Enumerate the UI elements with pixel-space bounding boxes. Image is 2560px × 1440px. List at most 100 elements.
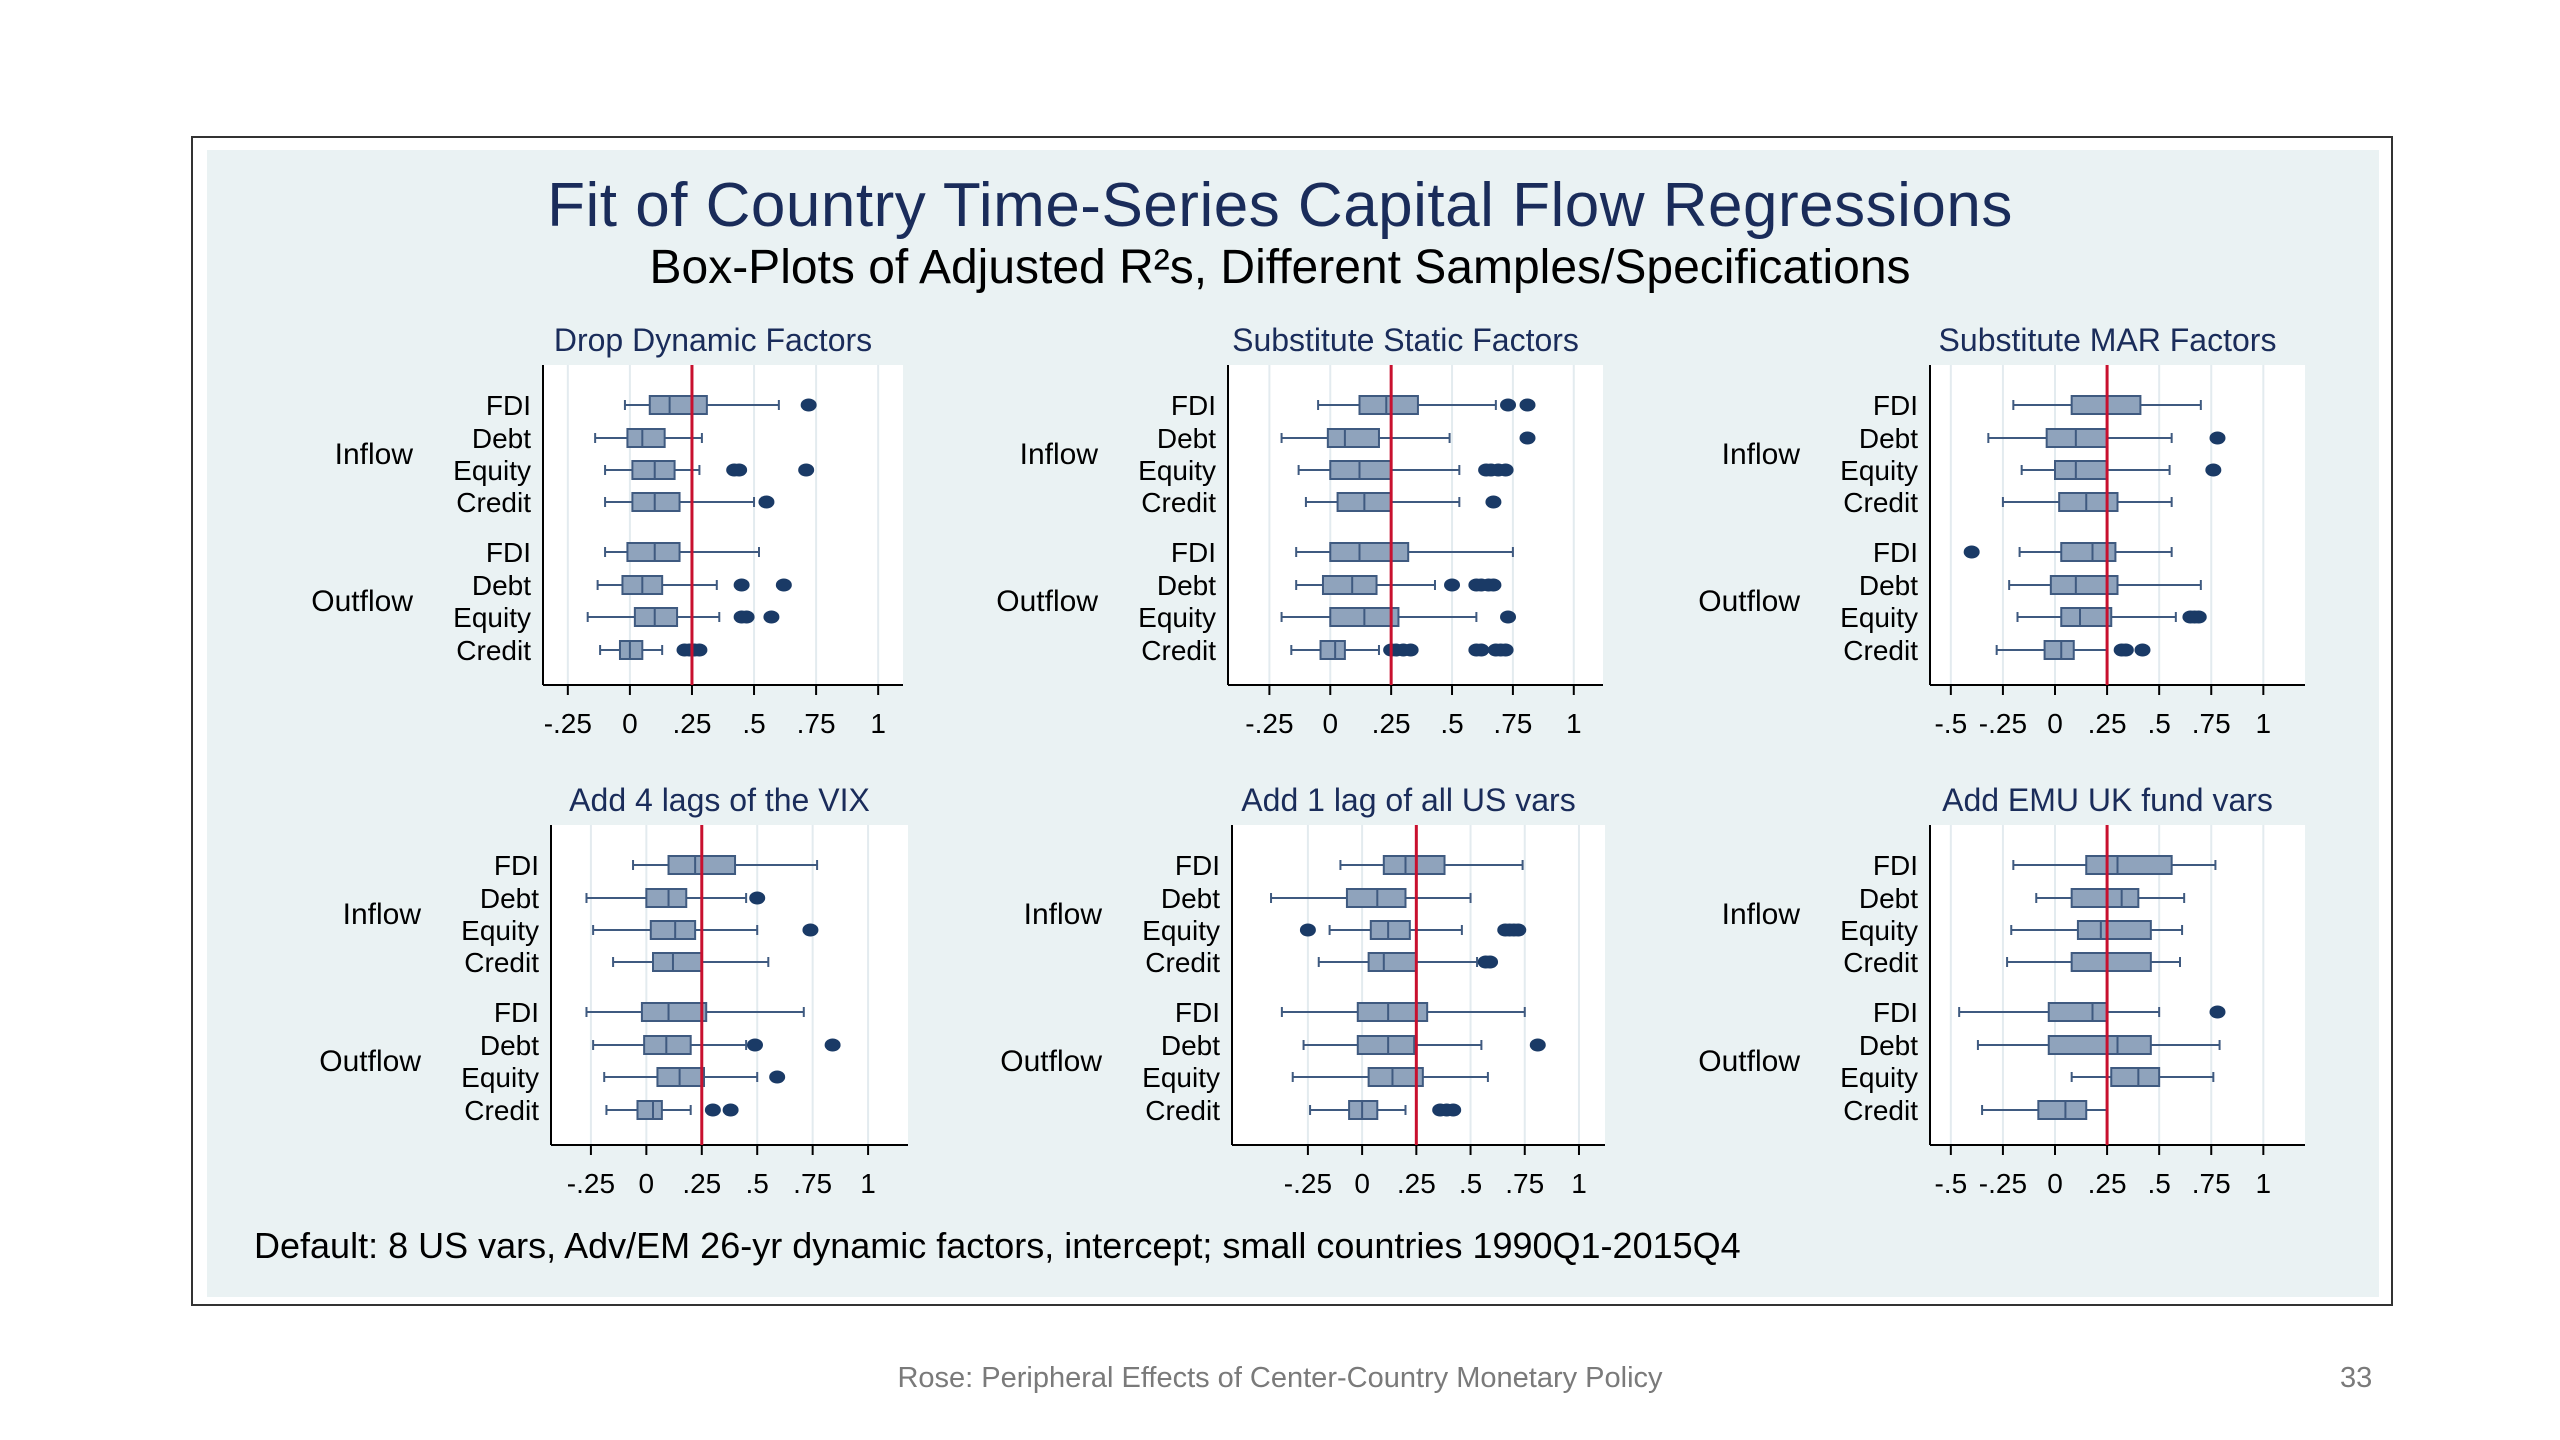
category-label: Credit	[1843, 947, 1918, 978]
iqr-box	[1319, 640, 1346, 660]
outlier-point	[1500, 610, 1517, 624]
iqr-box	[1348, 1100, 1379, 1120]
iqr-box	[2110, 1067, 2161, 1087]
group-label-inflow: Inflow	[1024, 898, 1103, 931]
iqr-box	[1382, 855, 1446, 875]
iqr-box	[2060, 607, 2113, 627]
iqr-box	[652, 952, 703, 972]
x-tick-label: .5	[742, 708, 765, 739]
box-outflow-equity: Equity	[461, 1062, 786, 1093]
chart-title: Fit of Country Time-Series Capital Flow …	[547, 171, 2013, 240]
x-tick-label: -.25	[1284, 1168, 1332, 1199]
outlier-point	[747, 1038, 763, 1052]
category-label: Equity	[1840, 455, 1918, 486]
box-inflow-debt: Debt	[1859, 883, 2186, 914]
box-outflow-debt: Debt	[472, 570, 792, 601]
iqr-box	[2037, 1100, 2088, 1120]
category-label: Equity	[461, 1062, 539, 1093]
panel-title: Add EMU UK fund vars	[1942, 782, 2273, 818]
outlier-point	[1497, 643, 1514, 657]
iqr-box	[2049, 575, 2119, 595]
box-inflow-debt: Debt	[1157, 423, 1536, 454]
box-outflow-credit: Credit	[1843, 1095, 2109, 1126]
box-inflow-credit: Credit	[1843, 947, 2181, 978]
iqr-box	[2058, 492, 2119, 512]
x-tick-label: 1	[870, 708, 886, 739]
category-label: Credit	[456, 487, 531, 518]
iqr-box	[2047, 1002, 2109, 1022]
group-label-outflow: Outflow	[1698, 585, 1800, 618]
category-label: FDI	[1873, 537, 1918, 568]
iqr-box	[2070, 888, 2140, 908]
x-tick-label: 0	[2047, 1168, 2063, 1199]
outlier-point	[2209, 1005, 2226, 1019]
box-outflow-equity: Equity	[453, 602, 780, 633]
category-label: Equity	[1840, 1062, 1918, 1093]
x-tick-label: -.25	[1979, 1168, 2027, 1199]
x-tick-label: 1	[2256, 1168, 2272, 1199]
category-label: Credit	[464, 947, 539, 978]
iqr-box	[656, 1067, 705, 1087]
category-label: FDI	[486, 390, 531, 421]
iqr-box	[1367, 1067, 1424, 1087]
box-outflow-credit: Credit	[456, 635, 708, 666]
outlier-point	[2134, 643, 2151, 657]
box-outflow-fdi: FDI	[1171, 537, 1514, 568]
outlier-point	[1963, 545, 1980, 559]
x-tick-label: .25	[1372, 708, 1411, 739]
box-plot-panel: -.25 0 .25 .5 .75 1 Add 1 lag of all US vars In…	[1000, 782, 1605, 1199]
category-label: Debt	[1859, 883, 1918, 914]
category-label: Debt	[480, 1030, 539, 1061]
box-outflow-equity: Equity	[1138, 602, 1517, 633]
box-outflow-debt: Debt	[1859, 1030, 2221, 1061]
category-label: Equity	[1840, 915, 1918, 946]
category-label: Debt	[1859, 423, 1918, 454]
iqr-box	[1356, 1035, 1416, 1055]
outlier-point	[2117, 643, 2134, 657]
outlier-point	[1482, 955, 1499, 969]
category-label: Debt	[472, 423, 531, 454]
iqr-box	[1345, 888, 1407, 908]
box-inflow-debt: Debt	[1859, 423, 2226, 454]
x-tick-label: .75	[1505, 1168, 1544, 1199]
category-label: FDI	[1171, 537, 1216, 568]
x-tick-label: .25	[672, 708, 711, 739]
category-label: Debt	[1161, 1030, 1220, 1061]
iqr-box	[626, 542, 681, 562]
box-plot-panel: -.5 -.25 0 .25 .5 .75 1 Add EMU UK fund vars Inf…	[1698, 782, 2305, 1199]
x-tick-label: 1	[860, 1168, 876, 1199]
outlier-point	[749, 891, 766, 905]
outlier-point	[1445, 1103, 1462, 1117]
box-inflow-fdi: FDI	[486, 390, 817, 421]
iqr-box	[2054, 460, 2109, 480]
category-label: Debt	[1859, 1030, 1918, 1061]
group-label-inflow: Inflow	[1722, 898, 1801, 931]
outlier-point	[1299, 923, 1316, 937]
outlier-point	[733, 578, 750, 592]
box-inflow-equity: Equity	[461, 915, 819, 946]
iqr-box	[2047, 1035, 2152, 1055]
default-specification-note: Default: 8 US vars, Adv/EM 26-yr dynamic…	[254, 1225, 1741, 1266]
iqr-box	[649, 920, 697, 940]
plot-area	[543, 365, 903, 685]
plot-area	[1930, 825, 2305, 1145]
box-outflow-debt: Debt	[1161, 1030, 1546, 1061]
box-plot-panel: -.25 0 .25 .5 .75 1 Substitute Static Factors I…	[996, 322, 1603, 739]
category-label: FDI	[1873, 997, 1918, 1028]
outlier-point	[1402, 643, 1419, 657]
box-inflow-credit: Credit	[1145, 947, 1499, 978]
category-label: Credit	[1843, 635, 1918, 666]
iqr-box	[1369, 920, 1411, 940]
outlier-point	[2190, 610, 2207, 624]
box-outflow-equity: Equity	[1840, 602, 2207, 633]
box-inflow-equity: Equity	[1138, 455, 1514, 486]
x-tick-label: .5	[2147, 1168, 2170, 1199]
box-outflow-equity: Equity	[1840, 1062, 2215, 1093]
category-label: FDI	[494, 850, 539, 881]
category-label: FDI	[1175, 850, 1220, 881]
category-label: Debt	[472, 570, 531, 601]
box-plot-panel: -.25 0 .25 .5 .75 1 Drop Dynamic Factors Inflow…	[311, 322, 903, 739]
x-tick-label: 0	[2047, 708, 2063, 739]
outlier-point	[2209, 431, 2226, 445]
outlier-point	[731, 463, 748, 477]
